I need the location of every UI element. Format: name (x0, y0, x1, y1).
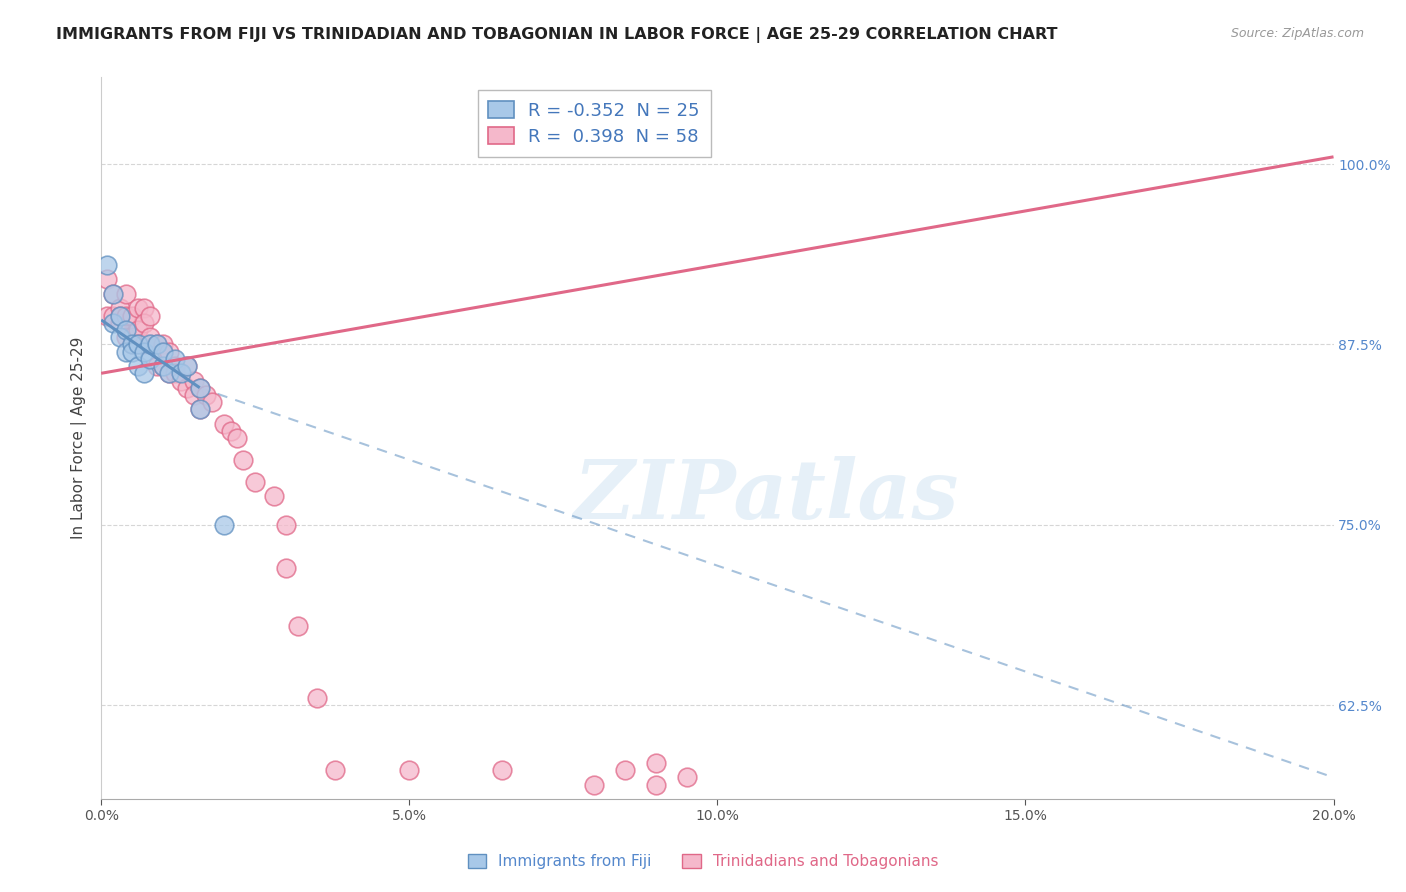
Point (114, 344, 136, 359)
Point (121, 309, 143, 323)
Point (103, 316, 125, 330)
Point (139, 337, 162, 351)
Point (152, 359, 174, 373)
Point (323, 763, 346, 777)
Point (157, 344, 180, 359)
Point (188, 402, 211, 417)
Point (127, 337, 149, 351)
Point (176, 359, 198, 373)
Point (157, 367, 180, 381)
Point (287, 619, 309, 633)
Point (491, 763, 513, 777)
Point (675, 771, 697, 785)
Point (103, 287, 125, 301)
Point (108, 316, 131, 330)
Point (583, 778, 606, 792)
Point (176, 381, 198, 395)
Point (613, 763, 636, 777)
Point (108, 330, 131, 344)
Point (232, 453, 254, 467)
Point (139, 351, 162, 366)
Point (398, 763, 420, 777)
Point (108, 309, 131, 323)
Point (127, 359, 149, 373)
Point (214, 517, 236, 532)
Point (219, 424, 242, 438)
Point (96, 309, 118, 323)
Point (152, 344, 174, 359)
Point (121, 344, 143, 359)
Point (108, 301, 131, 316)
Legend: Immigrants from Fiji, Trinidadians and Tobagonians: Immigrants from Fiji, Trinidadians and T… (461, 848, 945, 875)
Point (145, 337, 167, 351)
Text: Source: ZipAtlas.com: Source: ZipAtlas.com (1230, 27, 1364, 40)
Point (214, 417, 236, 431)
Point (103, 287, 125, 301)
Point (121, 337, 143, 351)
Point (183, 374, 205, 388)
Y-axis label: In Labor Force | Age 25-29: In Labor Force | Age 25-29 (72, 337, 87, 540)
Point (96, 258, 118, 272)
Point (139, 309, 162, 323)
Point (644, 778, 666, 792)
Point (188, 381, 211, 395)
Point (263, 489, 285, 503)
Point (108, 309, 131, 323)
Point (114, 330, 136, 344)
Point (114, 309, 136, 323)
Point (127, 337, 149, 351)
Point (188, 381, 211, 395)
Legend: R = -0.352  N = 25, R =  0.398  N = 58: R = -0.352 N = 25, R = 0.398 N = 58 (478, 90, 710, 157)
Point (114, 287, 136, 301)
Point (103, 309, 125, 323)
Point (243, 475, 266, 489)
Point (96, 272, 118, 286)
Point (170, 367, 193, 381)
Point (644, 756, 666, 770)
Point (127, 323, 149, 337)
Point (121, 337, 143, 351)
Point (134, 367, 156, 381)
Point (114, 323, 136, 337)
Point (194, 388, 217, 402)
Point (165, 359, 187, 373)
Point (225, 431, 247, 445)
Point (134, 301, 156, 316)
Point (145, 337, 167, 351)
Point (139, 330, 162, 344)
Text: ZIPatlas: ZIPatlas (574, 456, 959, 536)
Point (152, 344, 174, 359)
Point (170, 374, 193, 388)
Point (139, 337, 162, 351)
Point (134, 344, 156, 359)
Point (134, 316, 156, 330)
Point (274, 561, 297, 575)
Point (152, 337, 174, 351)
Point (188, 402, 211, 417)
Point (121, 330, 143, 344)
Point (127, 301, 149, 316)
Point (274, 517, 297, 532)
Point (152, 359, 174, 373)
Point (134, 337, 156, 351)
Point (305, 691, 328, 706)
Point (145, 359, 167, 373)
Point (201, 395, 224, 409)
Point (176, 359, 198, 373)
Point (183, 388, 205, 402)
Point (165, 351, 187, 366)
Text: IMMIGRANTS FROM FIJI VS TRINIDADIAN AND TOBAGONIAN IN LABOR FORCE | AGE 25-29 CO: IMMIGRANTS FROM FIJI VS TRINIDADIAN AND … (56, 27, 1057, 43)
Point (165, 367, 187, 381)
Point (157, 367, 180, 381)
